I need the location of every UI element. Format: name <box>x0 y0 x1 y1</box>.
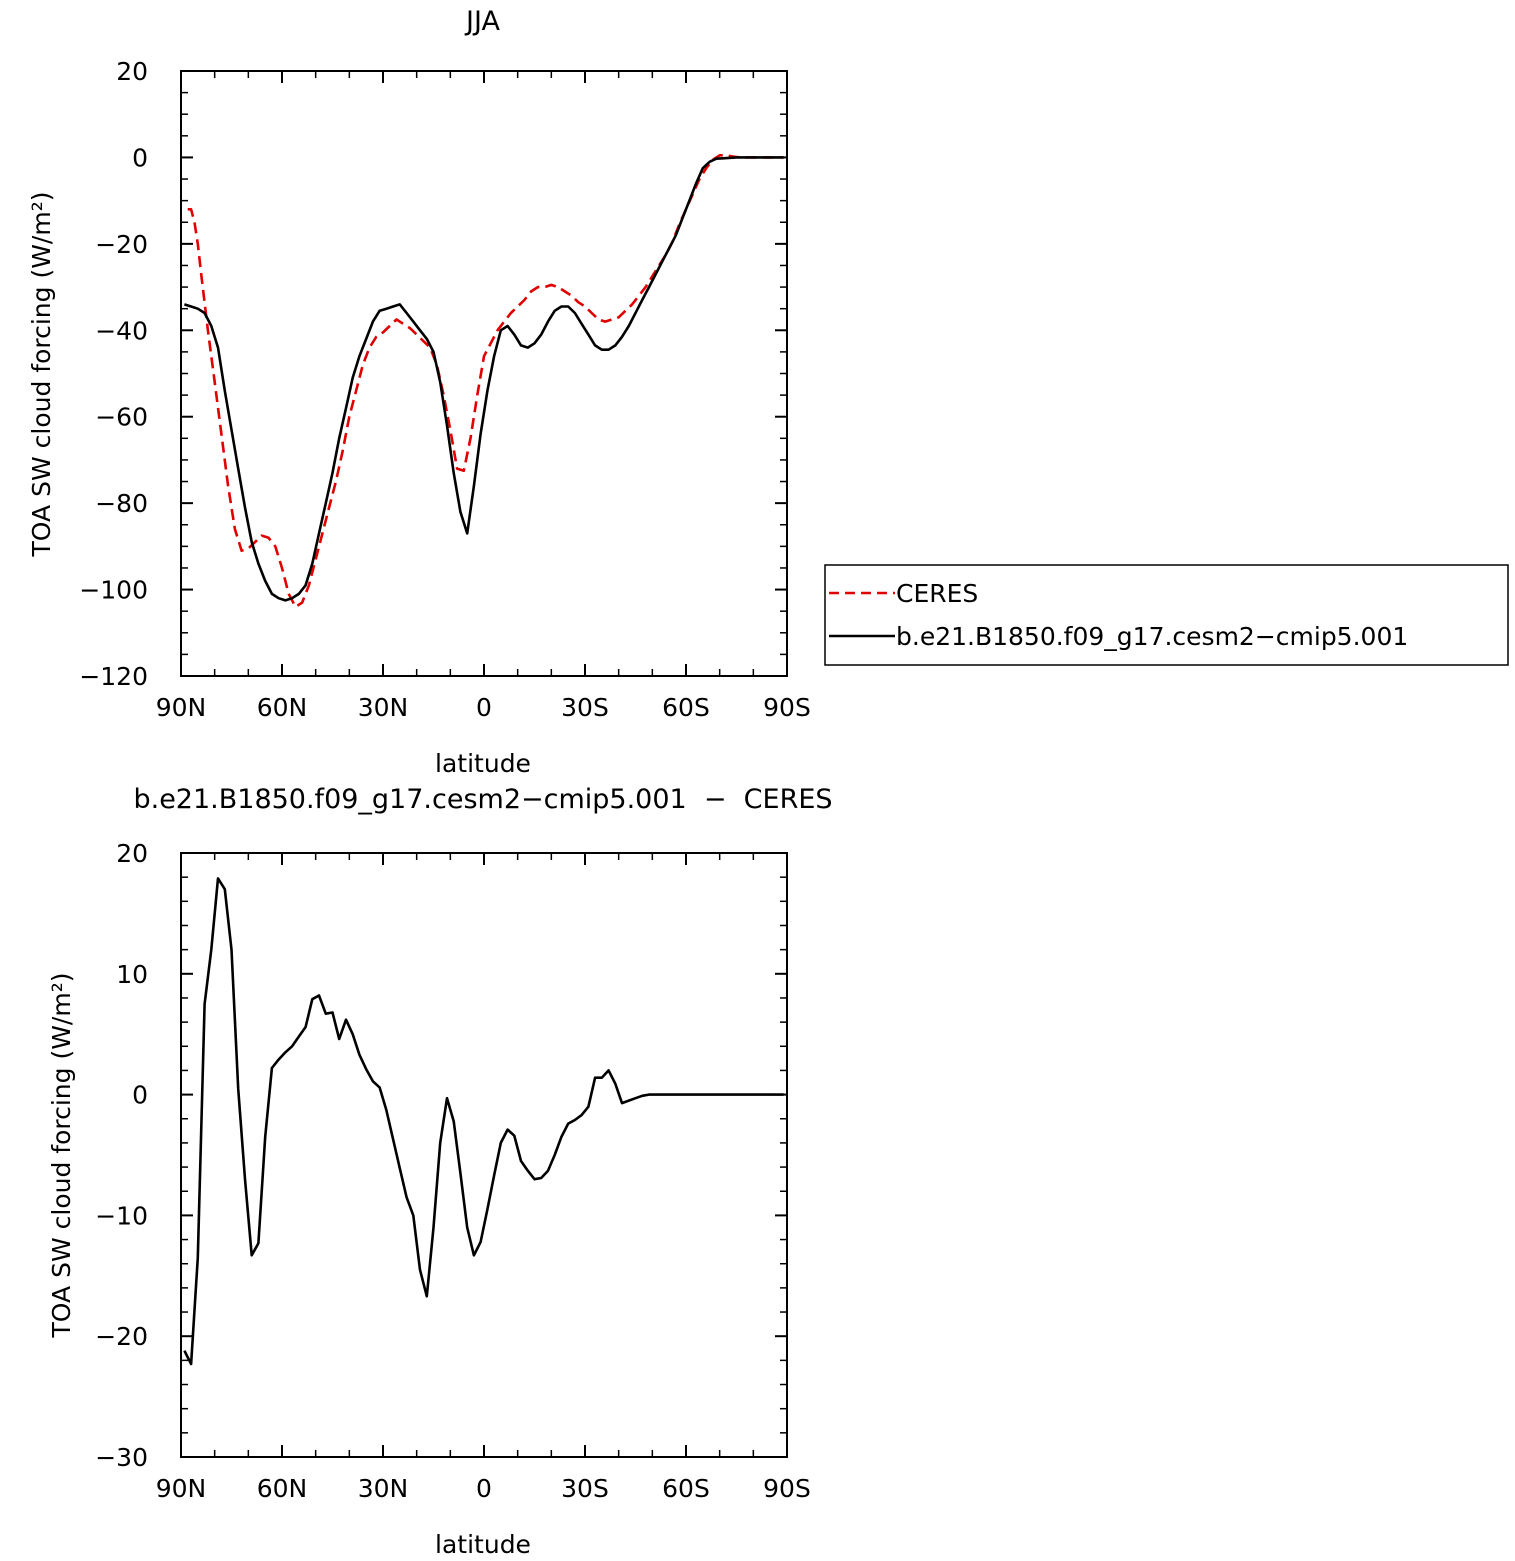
bottom-plot-frame <box>180 852 788 1458</box>
bottom-y-axis-label: TOA SW cloud forcing (W/m²) <box>47 973 76 1339</box>
y-tick-label: −100 <box>79 576 148 605</box>
series-line-ceres <box>187 154 784 609</box>
top-axis-ticks: 90N 60N 30N 0 30S 60S 90S 20 0 −20 −40 −60 −80 −100 −1… <box>79 57 811 722</box>
x-tick-label: 60S <box>662 693 710 722</box>
top-y-axis-label: TOA SW cloud forcing (W/m²) <box>27 192 56 558</box>
legend: CERES b.e21.B1850.f09_g17.cesm2−cmip5.00… <box>824 564 1509 666</box>
top-panel: JJA latitude TOA SW cloud forcing (W/m²)… <box>27 6 811 778</box>
x-tick-label: 0 <box>476 1474 492 1503</box>
x-tick-label: 30N <box>358 1474 409 1503</box>
x-tick-label: 30S <box>561 693 609 722</box>
series-line-model <box>184 156 784 602</box>
x-tick-label: 90S <box>763 693 811 722</box>
y-tick-label: −120 <box>79 662 148 691</box>
y-tick-label: −80 <box>95 489 148 518</box>
x-tick-label: 90S <box>763 1474 811 1503</box>
x-tick-label: 30S <box>561 1474 609 1503</box>
y-tick-label: 20 <box>116 57 148 86</box>
bottom-axis-ticks: 90N 60N 30N 0 30S 60S 90S 20 10 0 −10 −20 −30 <box>95 839 811 1503</box>
y-tick-label: 10 <box>116 960 148 989</box>
x-tick-label: 0 <box>476 693 492 722</box>
bottom-series-lines <box>183 877 784 1366</box>
bottom-chart-title: b.e21.B1850.f09_g17.cesm2−cmip5.001 − CE… <box>133 784 832 815</box>
series-line-difference <box>183 877 784 1366</box>
x-tick-label: 60N <box>257 1474 308 1503</box>
y-tick-label: 0 <box>132 1081 148 1110</box>
y-tick-label: −20 <box>95 1322 148 1351</box>
x-tick-label: 90N <box>156 1474 207 1503</box>
x-tick-label: 60S <box>662 1474 710 1503</box>
legend-frame <box>824 564 1509 666</box>
top-plot-frame <box>180 70 788 677</box>
y-tick-label: −40 <box>95 316 148 345</box>
legend-label-model: b.e21.B1850.f09_g17.cesm2−cmip5.001 <box>896 622 1408 651</box>
bottom-x-axis-label: latitude <box>435 1530 531 1559</box>
x-tick-label: 90N <box>156 693 207 722</box>
y-tick-label: 0 <box>132 143 148 172</box>
x-tick-label: 30N <box>358 693 409 722</box>
x-tick-label: 60N <box>257 693 308 722</box>
top-series-lines <box>184 154 784 609</box>
y-tick-label: −30 <box>95 1443 148 1472</box>
bottom-panel: b.e21.B1850.f09_g17.cesm2−cmip5.001 − CE… <box>47 784 833 1559</box>
y-tick-label: −20 <box>95 230 148 259</box>
top-chart-title: JJA <box>464 6 500 37</box>
y-tick-label: −60 <box>95 403 148 432</box>
y-tick-label: −10 <box>95 1201 148 1230</box>
top-x-axis-label: latitude <box>435 749 531 778</box>
y-tick-label: 20 <box>116 839 148 868</box>
legend-label-ceres: CERES <box>896 579 978 608</box>
